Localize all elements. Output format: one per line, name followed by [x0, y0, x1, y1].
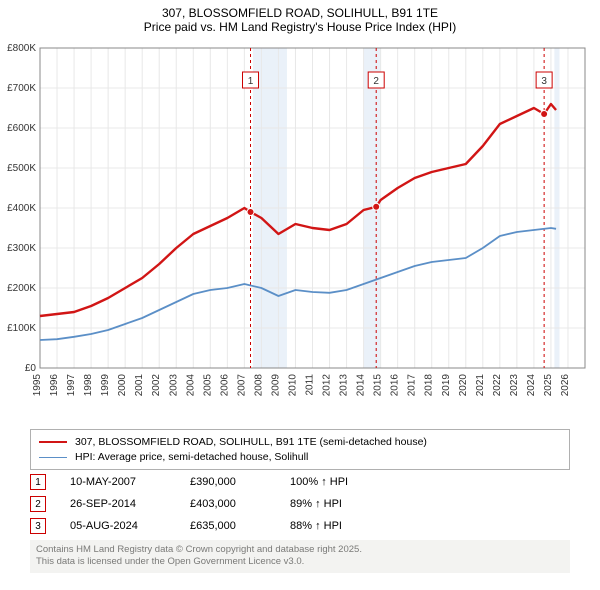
chart-container: 307, BLOSSOMFIELD ROAD, SOLIHULL, B91 1T… — [0, 0, 600, 590]
svg-text:2026: 2026 — [560, 374, 571, 397]
event-price: £635,000 — [190, 520, 290, 532]
svg-text:2016: 2016 — [390, 374, 401, 397]
svg-text:1999: 1999 — [100, 374, 111, 397]
footnote-line-1: Contains HM Land Registry data © Crown c… — [36, 544, 564, 556]
svg-text:2003: 2003 — [168, 374, 179, 397]
svg-text:3: 3 — [541, 76, 547, 87]
svg-text:1995: 1995 — [32, 374, 43, 397]
svg-text:£700K: £700K — [7, 83, 36, 94]
legend-swatch — [39, 441, 67, 443]
svg-text:2022: 2022 — [492, 374, 503, 397]
svg-text:2014: 2014 — [356, 374, 367, 397]
svg-text:2012: 2012 — [322, 374, 333, 397]
event-date: 05-AUG-2024 — [70, 520, 190, 532]
event-marker-box: 3 — [30, 518, 46, 534]
svg-text:1996: 1996 — [49, 374, 60, 397]
svg-text:2024: 2024 — [526, 374, 537, 397]
svg-text:2013: 2013 — [339, 374, 350, 397]
svg-text:2010: 2010 — [287, 374, 298, 397]
chart-plot-area: £0 £100K £200K £300K £400K £500K £600K £700K £80… — [0, 38, 600, 423]
svg-text:£600K: £600K — [7, 123, 36, 134]
event-date: 26-SEP-2014 — [70, 498, 190, 510]
svg-text:£0: £0 — [25, 363, 37, 374]
line-chart-svg: £0 £100K £200K £300K £400K £500K £600K £700K £80… — [0, 38, 600, 423]
svg-text:2005: 2005 — [202, 374, 213, 397]
legend-label: HPI: Average price, semi-detached house,… — [75, 451, 308, 463]
svg-text:2: 2 — [373, 76, 379, 87]
event-marker-box: 2 — [30, 496, 46, 512]
legend-item: HPI: Average price, semi-detached house,… — [39, 451, 561, 463]
svg-text:£500K: £500K — [7, 163, 36, 174]
svg-text:2004: 2004 — [185, 374, 196, 397]
legend-swatch — [39, 457, 67, 458]
svg-text:£400K: £400K — [7, 203, 36, 214]
svg-text:1998: 1998 — [83, 374, 94, 397]
legend-label: 307, BLOSSOMFIELD ROAD, SOLIHULL, B91 1T… — [75, 436, 427, 448]
event-price: £390,000 — [190, 476, 290, 488]
event-row: 3 05-AUG-2024£635,00088% ↑ HPI — [30, 518, 570, 534]
event-marker-box: 1 — [30, 474, 46, 490]
event-row: 2 26-SEP-2014£403,00089% ↑ HPI — [30, 496, 570, 512]
svg-text:1: 1 — [248, 76, 254, 87]
svg-text:2018: 2018 — [424, 374, 435, 397]
svg-text:£200K: £200K — [7, 283, 36, 294]
svg-text:£800K: £800K — [7, 43, 36, 54]
svg-text:2019: 2019 — [441, 374, 452, 397]
footnote-line-2: This data is licensed under the Open Gov… — [36, 556, 564, 568]
svg-text:£100K: £100K — [7, 323, 36, 334]
legend: 307, BLOSSOMFIELD ROAD, SOLIHULL, B91 1T… — [30, 429, 570, 470]
svg-text:2000: 2000 — [117, 374, 128, 397]
svg-text:2001: 2001 — [134, 374, 145, 397]
svg-text:2006: 2006 — [219, 374, 230, 397]
svg-text:2017: 2017 — [407, 374, 418, 397]
event-date: 10-MAY-2007 — [70, 476, 190, 488]
svg-text:2002: 2002 — [151, 374, 162, 397]
event-row: 1 10-MAY-2007£390,000100% ↑ HPI — [30, 474, 570, 490]
svg-text:2007: 2007 — [236, 374, 247, 397]
event-pct: 88% ↑ HPI — [290, 520, 400, 532]
legend-item: 307, BLOSSOMFIELD ROAD, SOLIHULL, B91 1T… — [39, 436, 561, 448]
svg-text:2023: 2023 — [509, 374, 520, 397]
svg-text:2008: 2008 — [253, 374, 264, 397]
event-table: 1 10-MAY-2007£390,000100% ↑ HPI 2 26-SEP-20… — [30, 474, 570, 534]
chart-title-1: 307, BLOSSOMFIELD ROAD, SOLIHULL, B91 1T… — [0, 0, 600, 20]
svg-text:2025: 2025 — [543, 374, 554, 397]
svg-text:2021: 2021 — [475, 374, 486, 397]
event-pct: 89% ↑ HPI — [290, 498, 400, 510]
svg-text:1997: 1997 — [66, 374, 77, 397]
event-pct: 100% ↑ HPI — [290, 476, 400, 488]
event-price: £403,000 — [190, 498, 290, 510]
chart-title-2: Price paid vs. HM Land Registry's House … — [0, 20, 600, 38]
svg-text:£300K: £300K — [7, 243, 36, 254]
svg-text:2015: 2015 — [373, 374, 384, 397]
svg-text:2011: 2011 — [305, 374, 316, 396]
svg-text:2020: 2020 — [458, 374, 469, 397]
svg-text:2009: 2009 — [270, 374, 281, 397]
footnote: Contains HM Land Registry data © Crown c… — [30, 540, 570, 573]
